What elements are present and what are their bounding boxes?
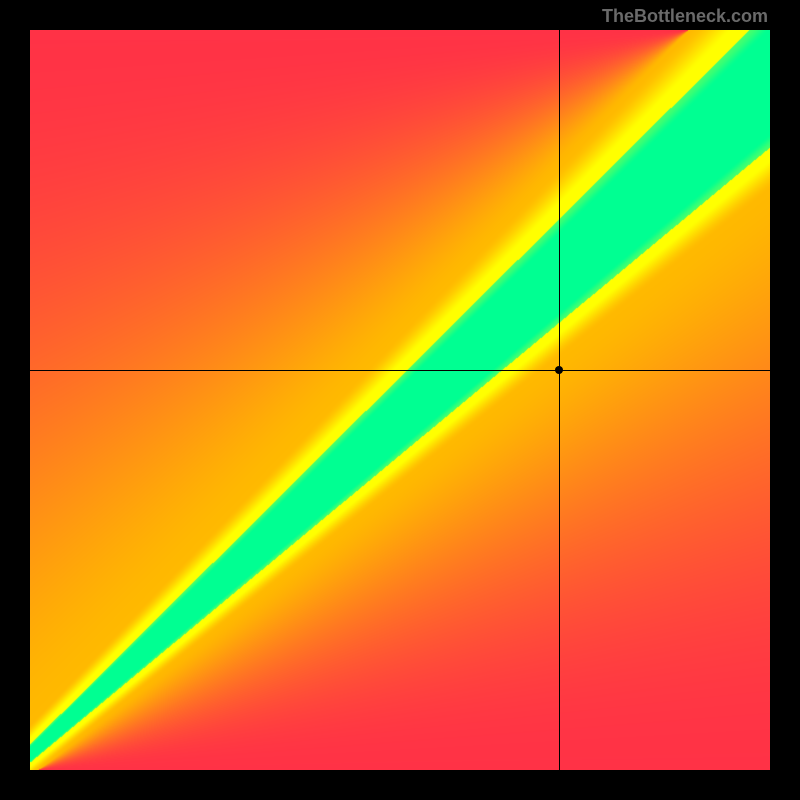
crosshair-horizontal bbox=[30, 370, 770, 371]
bottleneck-heatmap bbox=[30, 30, 770, 770]
crosshair-vertical bbox=[559, 30, 560, 770]
attribution-text: TheBottleneck.com bbox=[602, 6, 768, 27]
marker-point bbox=[555, 366, 563, 374]
heatmap-canvas bbox=[30, 30, 770, 770]
